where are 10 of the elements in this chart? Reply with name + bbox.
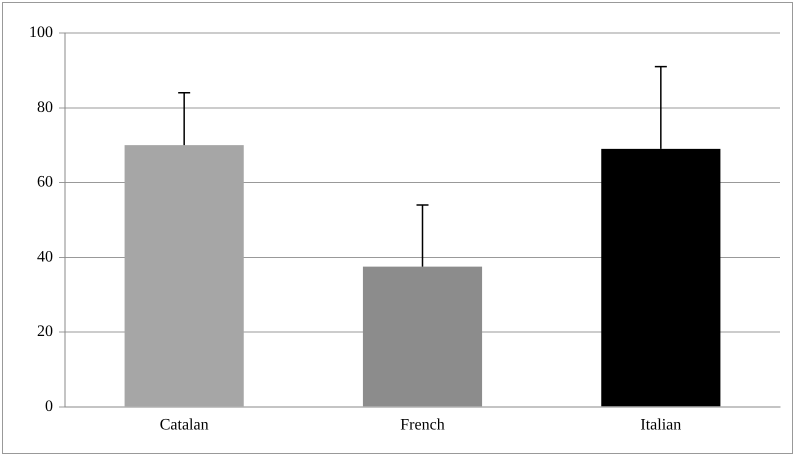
- bar: [124, 145, 244, 406]
- y-tick-label: 0: [45, 398, 53, 416]
- y-tick-label: 80: [37, 98, 53, 116]
- y-tick-label: 20: [37, 323, 53, 340]
- x-tick-label: Italian: [640, 416, 682, 434]
- x-tick-label: Catalan: [160, 416, 209, 434]
- y-tick-label: 100: [29, 24, 53, 42]
- y-tick-label: 40: [37, 248, 53, 266]
- y-tick-label: 60: [37, 174, 53, 191]
- x-tick-label: French: [400, 416, 445, 434]
